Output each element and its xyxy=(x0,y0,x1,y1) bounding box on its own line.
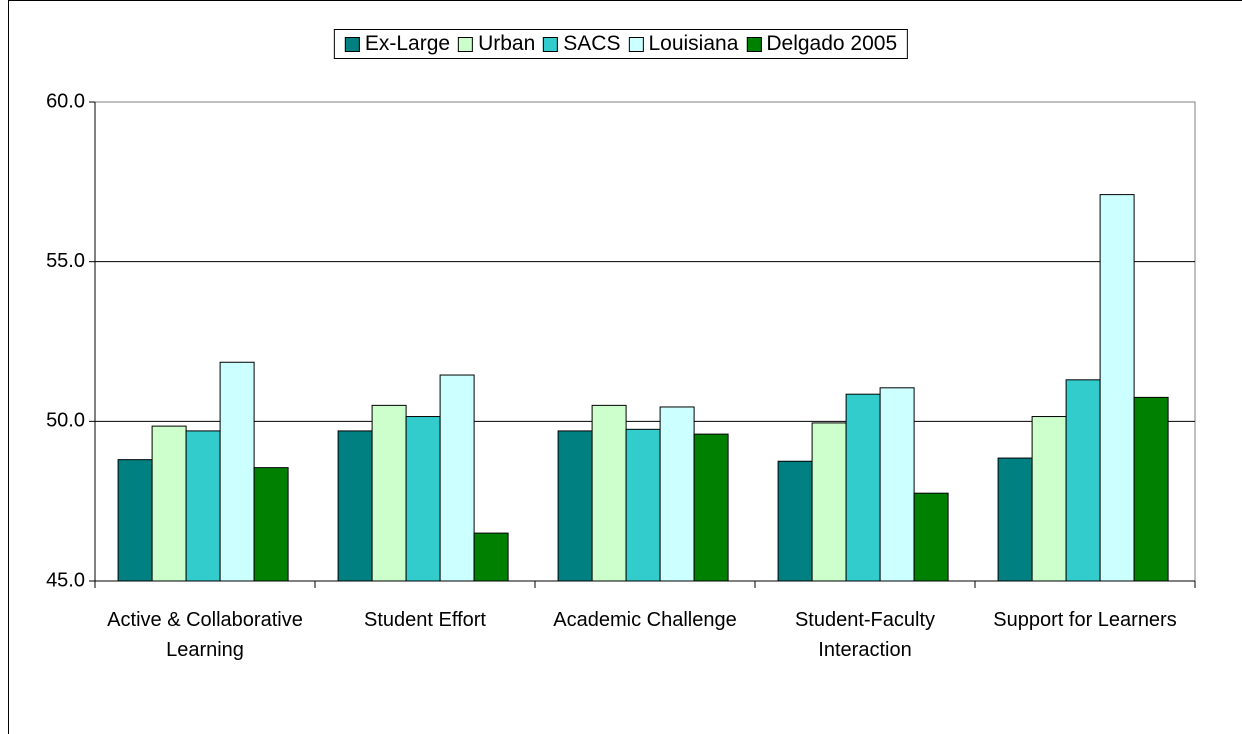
bar xyxy=(845,393,881,582)
legend-item: Urban xyxy=(458,32,535,56)
legend-label: Ex-Large xyxy=(364,32,451,55)
bar xyxy=(117,459,153,582)
bar xyxy=(1133,396,1169,582)
y-tick-label: 45.0 xyxy=(46,569,85,591)
legend-item: Ex-Large xyxy=(344,32,451,56)
bar xyxy=(997,457,1033,582)
bar xyxy=(185,430,221,582)
x-tick-label: Support for Learners xyxy=(993,609,1177,631)
legend-label: Louisiana xyxy=(648,32,739,55)
x-tick-label: Student-Faculty Interaction xyxy=(794,609,936,661)
bar xyxy=(439,374,475,582)
bar xyxy=(1065,379,1101,582)
bar xyxy=(777,460,813,582)
legend-swatch xyxy=(458,36,474,52)
bar xyxy=(151,425,187,582)
bar xyxy=(625,428,661,582)
bar xyxy=(659,406,695,582)
bar xyxy=(1031,416,1067,582)
bar xyxy=(811,422,847,582)
x-tick-label: Academic Challenge xyxy=(553,609,737,631)
bar xyxy=(337,430,373,582)
bar xyxy=(219,361,255,582)
y-tick-label: 50.0 xyxy=(46,410,85,432)
legend-item: Louisiana xyxy=(628,32,738,56)
legend-label: Delgado 2005 xyxy=(766,32,898,55)
bar xyxy=(253,467,289,582)
legend-swatch xyxy=(543,36,559,52)
bar xyxy=(693,433,729,582)
y-tick-label: 60.0 xyxy=(46,90,85,112)
legend-item: Delgado 2005 xyxy=(746,32,897,56)
legend: Ex-Large Urban SACS Louisiana Delgado 2005 xyxy=(333,29,909,59)
bar xyxy=(591,404,627,582)
bar xyxy=(405,416,441,582)
legend-swatch xyxy=(746,36,762,52)
bar xyxy=(473,532,509,582)
x-tick-label: Student Effort xyxy=(364,609,486,631)
legend-label: SACS xyxy=(563,32,621,55)
legend-item: SACS xyxy=(543,32,620,56)
bar xyxy=(371,404,407,582)
bar xyxy=(557,430,593,582)
legend-label: Urban xyxy=(478,32,536,55)
x-tick-label: Active & Collaborative Learning xyxy=(107,609,303,661)
legend-swatch xyxy=(344,36,360,52)
y-tick-label: 55.0 xyxy=(46,250,85,272)
bar xyxy=(913,492,949,582)
legend-swatch xyxy=(628,36,644,52)
bar xyxy=(879,387,915,582)
bar xyxy=(1099,194,1135,582)
